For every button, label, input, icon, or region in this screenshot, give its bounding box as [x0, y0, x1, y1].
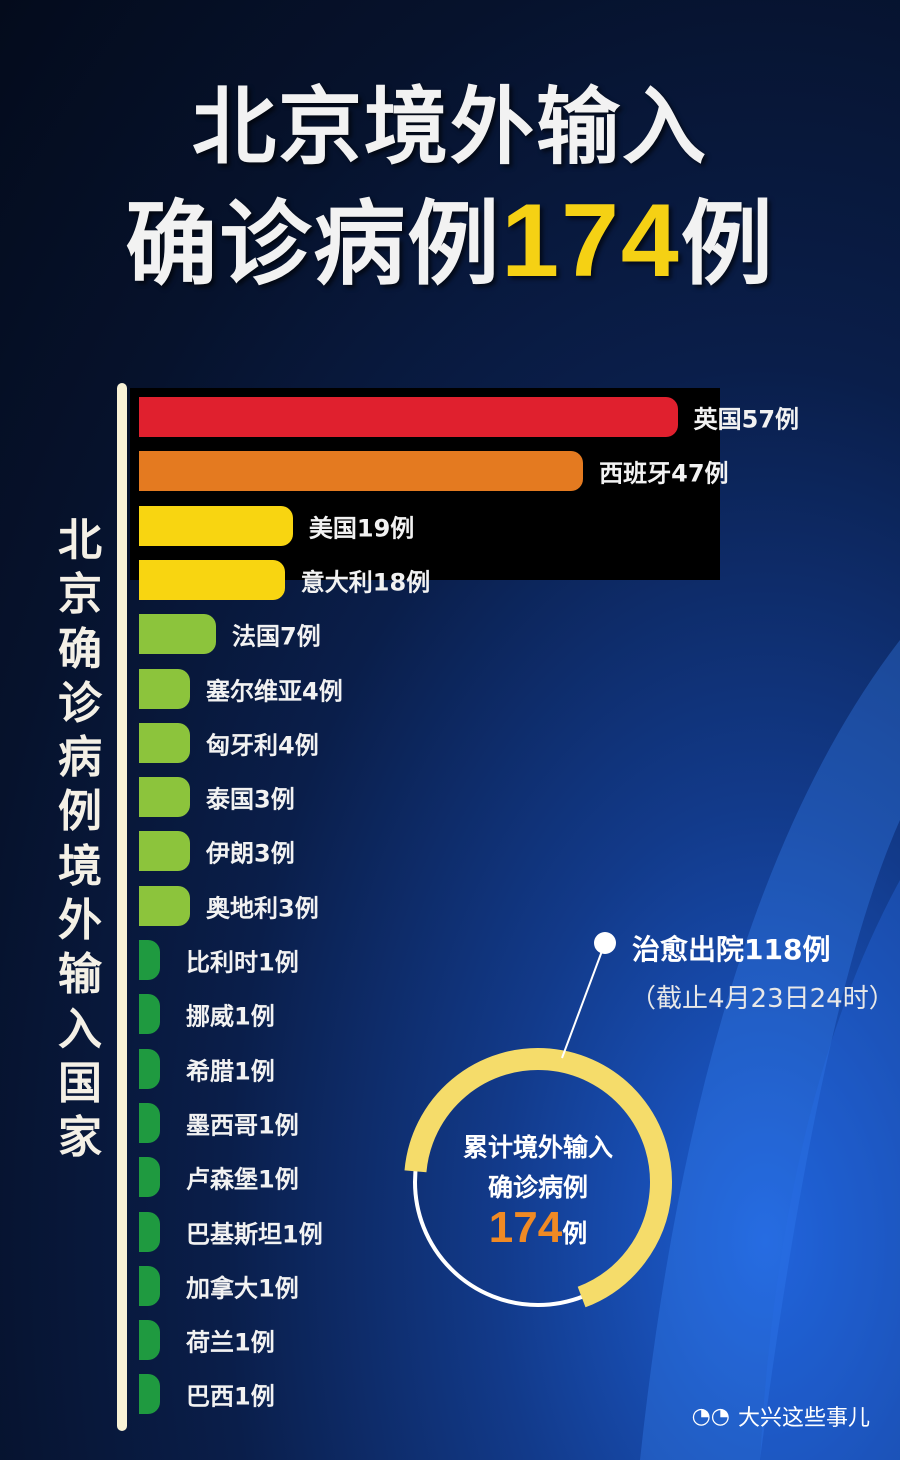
bar-4 [139, 614, 216, 655]
bar-label: 美国19例 [308, 514, 415, 543]
bar-2 [139, 505, 293, 546]
bar-5 [139, 668, 190, 709]
axis-line [117, 383, 127, 1431]
ring-total-unit: 例 [562, 1219, 588, 1248]
bar-label: 意大利18例 [300, 568, 431, 597]
bar-3 [139, 559, 285, 600]
title-suffix: 例 [680, 191, 775, 298]
background-swoosh [640, 640, 900, 1460]
bar-label: 法国7例 [232, 622, 321, 651]
bar-label: 伊朗3例 [206, 839, 295, 868]
bar-0 [139, 397, 678, 437]
callout-line [561, 942, 606, 1059]
background-swoosh [760, 880, 900, 1460]
bar-label: 匈牙利4例 [206, 731, 319, 760]
ring-cured-arc [404, 1048, 672, 1316]
ring-total-number: 174 [488, 1203, 563, 1252]
bar-6 [139, 722, 190, 763]
bar-label: 加拿大1例 [186, 1274, 299, 1303]
bar-label: 英国57例 [693, 405, 800, 434]
bar-1 [139, 451, 584, 492]
bar-label: 泰国3例 [206, 785, 295, 814]
bar-label: 希腊1例 [186, 1057, 275, 1086]
bar-label: 奥地利3例 [206, 894, 319, 923]
title-prefix: 确诊病例 [125, 191, 502, 298]
bar-label: 墨西哥1例 [186, 1111, 299, 1140]
wechat-icon: ◔◔ [691, 1403, 730, 1429]
bar-9 [139, 885, 190, 926]
bar-18 [139, 1374, 160, 1415]
bar-11 [139, 994, 160, 1035]
bar-label: 荷兰1例 [186, 1328, 275, 1357]
title-line-2: 确诊病例174例 [0, 170, 900, 303]
bar-label: 巴基斯坦1例 [186, 1220, 323, 1248]
bar-17 [139, 1320, 160, 1361]
bar-8 [139, 831, 190, 872]
bar-label: 比利时1例 [186, 948, 299, 977]
bar-15 [139, 1211, 160, 1252]
date-note: （截止4月23日24时） [630, 984, 895, 1014]
vertical-axis-label: 北京确诊病例境外输入国家 [58, 515, 102, 1164]
bar-14 [139, 1157, 160, 1198]
bar-13 [139, 1102, 160, 1143]
callout-dot [594, 932, 616, 954]
bar-label: 卢森堡1例 [186, 1165, 299, 1194]
bar-7 [139, 777, 190, 818]
bar-label: 塞尔维亚4例 [206, 677, 343, 705]
watermark-text: 大兴这些事儿 [737, 1406, 870, 1431]
bar-label: 挪威1例 [186, 1002, 275, 1031]
ring-line-1: 累计境外输入 [462, 1133, 613, 1162]
title-line-1: 北京境外输入 [191, 78, 708, 176]
bar-12 [139, 1048, 160, 1089]
ring-line-2: 确诊病例 [487, 1173, 588, 1202]
ring-total: 174例 [438, 1203, 638, 1253]
watermark: ◔◔ 大兴这些事儿 [692, 1400, 870, 1432]
bar-label: 巴西1例 [186, 1382, 275, 1411]
bar-16 [139, 1265, 160, 1306]
bar-10 [139, 940, 160, 980]
bar-label: 西班牙47例 [599, 459, 729, 488]
title-number: 174 [501, 183, 681, 299]
cured-label: 治愈出院118例 [632, 933, 831, 966]
